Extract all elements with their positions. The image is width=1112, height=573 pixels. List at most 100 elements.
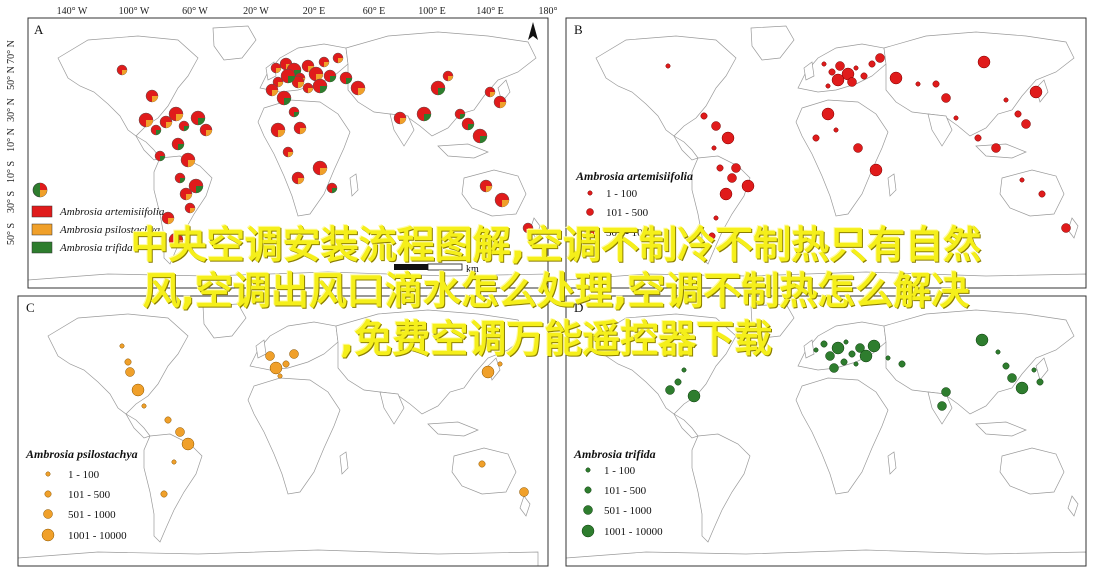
pie-marker-slice [122, 70, 127, 75]
lat-tick: 30° S [6, 191, 17, 213]
occurrence-marker [160, 490, 168, 498]
occurrence-marker [665, 385, 675, 395]
legend-label: 101 - 500 [604, 485, 647, 497]
legend-swatch [31, 241, 53, 254]
panel-b: B Ambrosia artemisiifolia 1 - 100 101 - … [565, 17, 1087, 289]
lat-tick: 30° N [6, 98, 17, 122]
lon-tick: 20° W [243, 6, 269, 17]
occurrence-marker [812, 134, 820, 142]
legend-label: 101 - 500 [606, 207, 649, 219]
pie-marker-slice [176, 240, 183, 247]
pie-marker-slice [288, 152, 293, 157]
pie-marker-slice [460, 114, 465, 119]
pie-marker-slice [300, 128, 306, 134]
pie-marker-slice [184, 126, 189, 131]
occurrence-marker [889, 71, 903, 85]
legend-title: Ambrosia psilostachya [25, 447, 138, 461]
occurrence-marker [915, 81, 921, 87]
top-longitude-axis: 140° W 100° W 60° W 20° W 20° E 60° E 10… [57, 6, 558, 17]
occurrence-marker [835, 61, 845, 71]
occurrence-marker [840, 358, 848, 366]
occurrence-marker [719, 187, 733, 201]
occurrence-marker [478, 460, 486, 468]
occurrence-marker [265, 351, 275, 361]
legend-title: Ambrosia trifida [573, 447, 656, 461]
legend-pie-slice [40, 183, 47, 190]
pie-marker-slice [278, 130, 285, 137]
legend-label: 501 - 1000 [604, 505, 652, 517]
lat-tick: 10° N [6, 128, 17, 152]
occurrence-marker [1007, 373, 1017, 383]
occurrence-marker [681, 367, 687, 373]
pie-marker-slice [298, 178, 304, 184]
occurrence-marker [1019, 177, 1025, 183]
pie-marker-slice [198, 118, 205, 125]
pie-marker-slice [332, 188, 337, 193]
occurrence-marker [937, 401, 947, 411]
occurrence-marker [1015, 381, 1029, 395]
north-arrow-icon [528, 22, 538, 40]
pie-marker-slice [168, 218, 174, 224]
lon-tick: 60° E [363, 6, 386, 17]
occurrence-marker [860, 72, 868, 80]
pie-marker-slice [448, 76, 453, 81]
legend-pie-slice [40, 190, 47, 197]
occurrence-marker [831, 73, 845, 87]
occurrence-marker [941, 93, 951, 103]
scale-unit: km [466, 264, 479, 275]
occurrence-markers [665, 53, 1071, 240]
occurrence-marker [974, 134, 982, 142]
overlay-caption-line: ,免费空调万能遥控器下载 [339, 317, 773, 361]
occurrence-marker [711, 121, 721, 131]
occurrence-marker [181, 437, 195, 451]
scale-bar: km [394, 263, 479, 275]
occurrence-marker [941, 387, 951, 397]
legend-label: 1 - 100 [604, 465, 636, 477]
occurrence-marker [977, 55, 991, 69]
lon-tick: 140° W [57, 6, 88, 17]
occurrence-marker [833, 127, 839, 133]
panel-frame [565, 295, 1087, 567]
pie-marker-slice [480, 136, 487, 143]
occurrence-marker [825, 83, 831, 89]
pie-marker-slice [188, 160, 195, 167]
legend-label: 501 - 1000 [68, 509, 116, 521]
occurrence-marker [859, 349, 873, 363]
lon-tick: 60° W [182, 6, 208, 17]
pie-marker-slice [288, 76, 295, 83]
occurrence-marker [141, 403, 147, 409]
pie-marker-slice [320, 86, 327, 93]
occurrence-marker [1038, 190, 1046, 198]
occurrence-marker [853, 143, 863, 153]
occurrence-marker [175, 427, 185, 437]
occurrence-marker [1036, 378, 1044, 386]
lon-tick: 180° [539, 6, 558, 17]
legend-b: Ambrosia artemisiifolia 1 - 100 101 - 50… [575, 169, 693, 239]
occurrence-marker [820, 340, 828, 348]
legend-label: 501 - 1000 [606, 227, 654, 239]
panel-letter: D [574, 300, 583, 315]
occurrence-marker [898, 360, 906, 368]
occurrence-marker [1021, 119, 1031, 129]
pie-marker-slice [324, 62, 329, 67]
occurrence-marker [1003, 97, 1009, 103]
pie-marker-slice [490, 92, 495, 97]
panel-c: C Ambrosia psilostachya 1 - 100 101 - 50… [17, 295, 549, 567]
pie-marker-slice [502, 200, 509, 207]
occurrence-marker [674, 378, 682, 386]
panel-d: D Ambrosia trifida 1 - 100 101 - 500 501… [565, 295, 1087, 567]
legend-label: 1001 - 10000 [604, 526, 663, 538]
occurrence-marker [164, 416, 172, 424]
legend-c: Ambrosia psilostachya 1 - 100 101 - 500 … [25, 447, 138, 542]
occurrence-markers [119, 343, 529, 498]
occurrence-marker [1031, 367, 1037, 373]
pie-marker-slice [190, 208, 195, 213]
occurrence-marker [821, 107, 835, 121]
pie-marker-slice [338, 58, 343, 63]
lat-tick: 50° S [6, 223, 17, 245]
lat-tick: 50° N [6, 66, 17, 90]
occurrence-marker [713, 215, 719, 221]
pie-marker-slice [146, 120, 153, 127]
occurrence-marker [277, 373, 283, 379]
panel-letter: A [34, 22, 44, 37]
